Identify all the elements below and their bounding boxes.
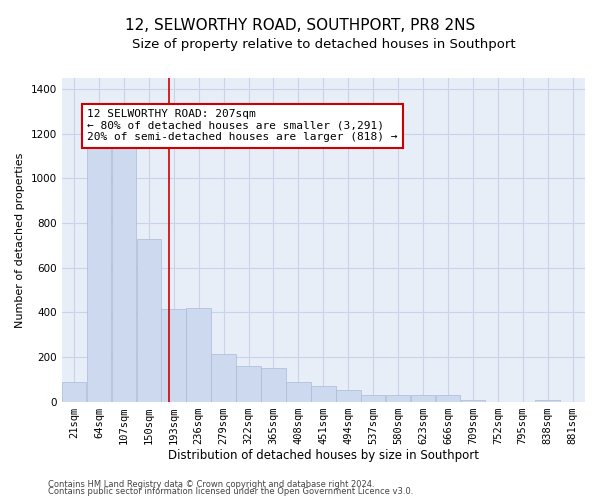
- Bar: [161, 309, 186, 402]
- Bar: [211, 354, 236, 402]
- Bar: [336, 390, 361, 402]
- Bar: [311, 386, 335, 402]
- Text: 12, SELWORTHY ROAD, SOUTHPORT, PR8 2NS: 12, SELWORTHY ROAD, SOUTHPORT, PR8 2NS: [125, 18, 475, 32]
- Bar: [436, 396, 460, 402]
- Bar: [386, 396, 410, 402]
- Bar: [411, 396, 436, 402]
- Bar: [87, 145, 112, 402]
- Bar: [137, 238, 161, 402]
- Text: 12 SELWORTHY ROAD: 207sqm
← 80% of detached houses are smaller (3,291)
20% of se: 12 SELWORTHY ROAD: 207sqm ← 80% of detac…: [87, 110, 398, 142]
- Y-axis label: Number of detached properties: Number of detached properties: [15, 152, 25, 328]
- Bar: [236, 366, 261, 402]
- Bar: [361, 395, 385, 402]
- Bar: [62, 382, 86, 402]
- Bar: [461, 400, 485, 402]
- Title: Size of property relative to detached houses in Southport: Size of property relative to detached ho…: [131, 38, 515, 51]
- Bar: [286, 382, 311, 402]
- Bar: [261, 368, 286, 402]
- Bar: [187, 308, 211, 402]
- Text: Contains public sector information licensed under the Open Government Licence v3: Contains public sector information licen…: [48, 487, 413, 496]
- Text: Contains HM Land Registry data © Crown copyright and database right 2024.: Contains HM Land Registry data © Crown c…: [48, 480, 374, 489]
- X-axis label: Distribution of detached houses by size in Southport: Distribution of detached houses by size …: [168, 450, 479, 462]
- Bar: [535, 400, 560, 402]
- Bar: [112, 147, 136, 402]
